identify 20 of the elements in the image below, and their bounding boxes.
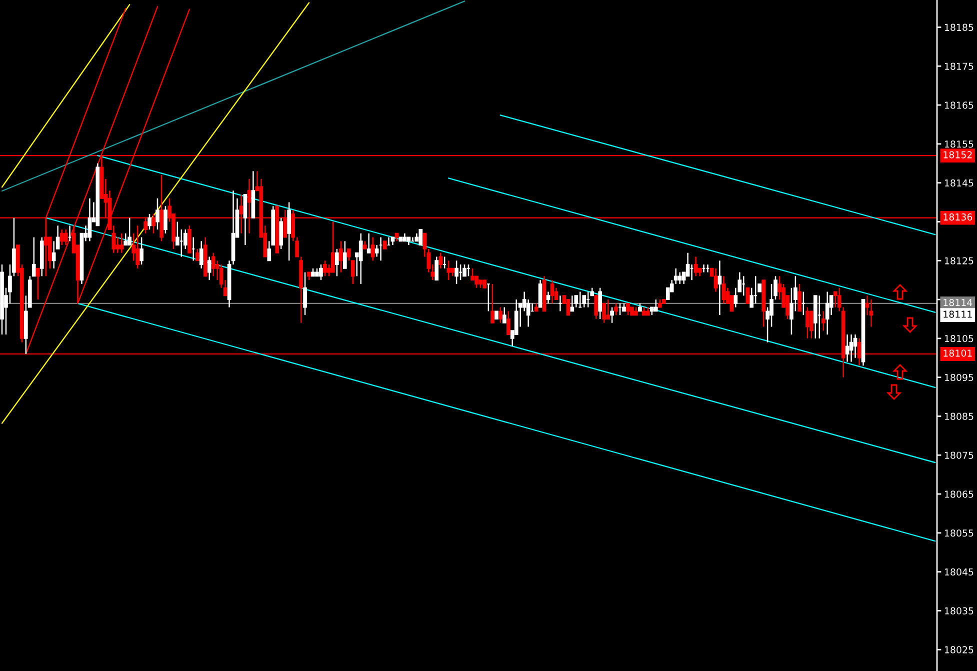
y-tick-label: 18155 [944, 140, 974, 148]
y-tick-label: 18025 [944, 646, 974, 654]
ref-line-label: 18152 [944, 151, 972, 158]
ref-line-label: 18101 [944, 350, 972, 357]
y-tick-label: 18095 [944, 374, 974, 382]
y-tick-label: 18165 [944, 102, 974, 109]
y-tick-label: 18055 [944, 529, 974, 537]
y-tick-label: 18105 [944, 334, 974, 342]
y-tick-label: 18085 [944, 412, 974, 420]
y-tick-label: 18175 [944, 62, 974, 70]
y-tick-label: 18065 [944, 490, 974, 498]
y-tick-label: 18145 [944, 179, 974, 187]
y-tick-label: 18035 [944, 607, 974, 614]
y-tick-label: 18075 [944, 452, 974, 459]
text: 18111 [944, 310, 972, 318]
ref-line-label: 18114 [944, 299, 972, 306]
ref-line-label: 18136 [944, 213, 972, 221]
y-tick-label: 18185 [944, 24, 974, 31]
y-tick-label: 18125 [944, 257, 974, 264]
y-tick-label: 18045 [944, 568, 974, 576]
